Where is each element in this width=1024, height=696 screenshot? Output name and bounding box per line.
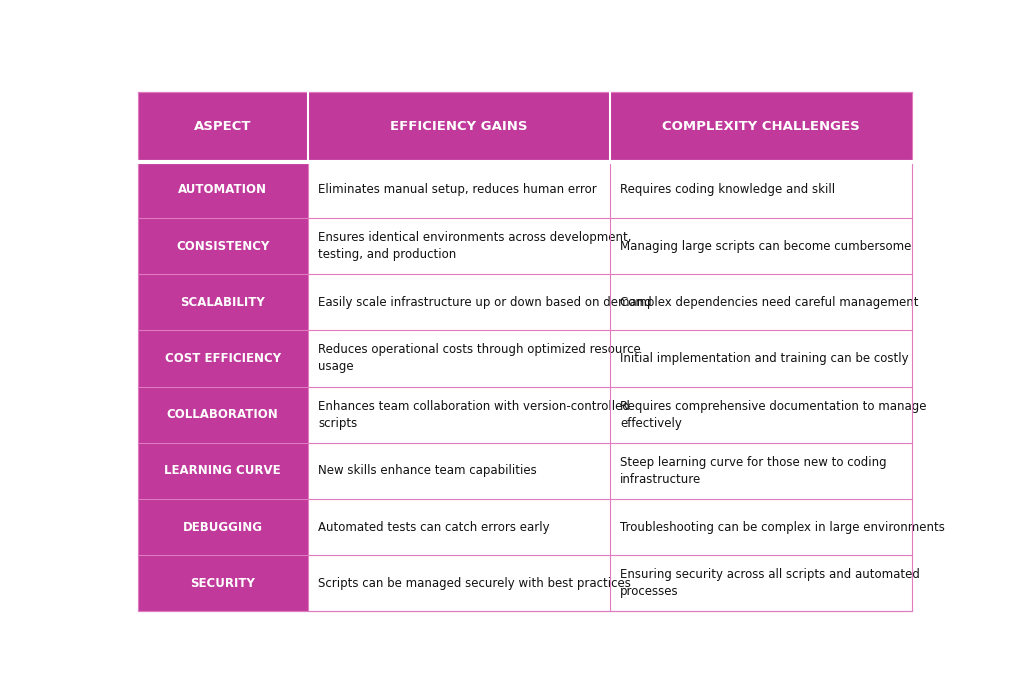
Text: Complex dependencies need careful management: Complex dependencies need careful manage… <box>621 296 919 309</box>
Bar <box>610 161 912 218</box>
Text: COMPLEXITY CHALLENGES: COMPLEXITY CHALLENGES <box>663 120 860 133</box>
Text: DEBUGGING: DEBUGGING <box>182 521 263 534</box>
Bar <box>308 555 610 611</box>
Text: Scripts can be managed securely with best practices: Scripts can be managed securely with bes… <box>318 577 631 590</box>
Bar <box>137 218 308 274</box>
Text: Initial implementation and training can be costly: Initial implementation and training can … <box>621 352 909 365</box>
Text: CONSISTENCY: CONSISTENCY <box>176 239 269 253</box>
Bar <box>308 499 610 555</box>
Text: Reduces operational costs through optimized resource
usage: Reduces operational costs through optimi… <box>318 343 641 374</box>
Text: LEARNING CURVE: LEARNING CURVE <box>165 464 281 477</box>
Bar <box>137 443 308 499</box>
Bar <box>610 443 912 499</box>
Bar <box>137 555 308 611</box>
Text: Enhances team collaboration with version-controlled
scripts: Enhances team collaboration with version… <box>318 400 630 429</box>
Bar <box>610 555 912 611</box>
Bar <box>137 92 308 161</box>
Text: COST EFFICIENCY: COST EFFICIENCY <box>165 352 281 365</box>
Bar <box>137 499 308 555</box>
Text: Steep learning curve for those new to coding
infrastructure: Steep learning curve for those new to co… <box>621 456 887 486</box>
Bar <box>610 386 912 443</box>
Text: Managing large scripts can become cumbersome: Managing large scripts can become cumber… <box>621 239 911 253</box>
Text: Troubleshooting can be complex in large environments: Troubleshooting can be complex in large … <box>621 521 945 534</box>
Text: Ensuring security across all scripts and automated
processes: Ensuring security across all scripts and… <box>621 569 921 599</box>
Text: Easily scale infrastructure up or down based on demand: Easily scale infrastructure up or down b… <box>318 296 652 309</box>
Bar <box>137 274 308 331</box>
Text: Automated tests can catch errors early: Automated tests can catch errors early <box>318 521 550 534</box>
Bar <box>610 499 912 555</box>
Bar <box>308 443 610 499</box>
Text: Eliminates manual setup, reduces human error: Eliminates manual setup, reduces human e… <box>318 183 597 196</box>
Bar <box>308 161 610 218</box>
Bar <box>610 331 912 386</box>
Text: AUTOMATION: AUTOMATION <box>178 183 267 196</box>
Bar <box>137 161 308 218</box>
Bar <box>610 92 912 161</box>
Bar <box>308 92 610 161</box>
Bar <box>308 218 610 274</box>
Bar <box>308 274 610 331</box>
Text: COLLABORATION: COLLABORATION <box>167 408 279 421</box>
Bar <box>610 274 912 331</box>
Text: ASPECT: ASPECT <box>194 120 252 133</box>
Bar <box>137 386 308 443</box>
Text: Requires coding knowledge and skill: Requires coding knowledge and skill <box>621 183 836 196</box>
Text: EFFICIENCY GAINS: EFFICIENCY GAINS <box>390 120 527 133</box>
Text: New skills enhance team capabilities: New skills enhance team capabilities <box>318 464 537 477</box>
Text: Requires comprehensive documentation to manage
effectively: Requires comprehensive documentation to … <box>621 400 927 429</box>
Bar <box>610 218 912 274</box>
Bar <box>137 331 308 386</box>
Text: Ensures identical environments across development,
testing, and production: Ensures identical environments across de… <box>318 231 632 261</box>
Text: SECURITY: SECURITY <box>190 577 255 590</box>
Bar <box>308 386 610 443</box>
Bar <box>308 331 610 386</box>
Text: SCALABILITY: SCALABILITY <box>180 296 265 309</box>
